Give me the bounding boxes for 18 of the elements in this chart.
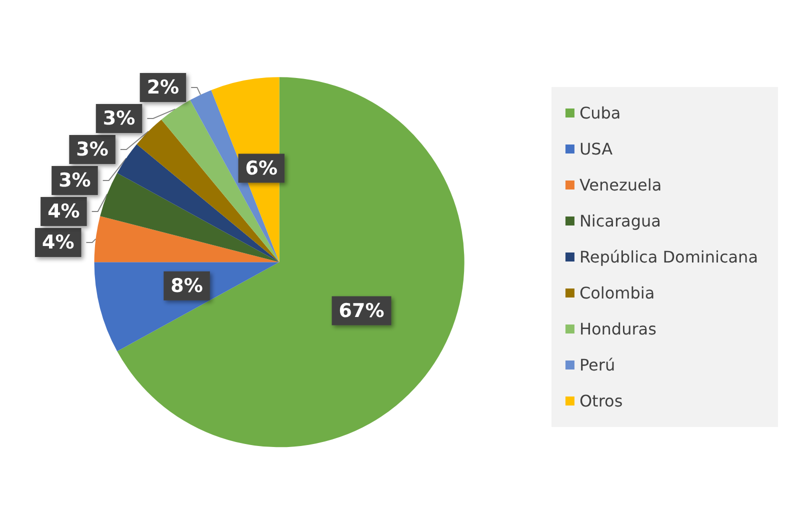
legend-label: Colombia [579, 284, 655, 302]
legend-label: Nicaragua [579, 212, 661, 230]
data-label: 67% [338, 300, 384, 322]
data-label: 2% [146, 76, 180, 98]
data-label: 3% [102, 107, 136, 130]
legend-label: Cuba [579, 104, 621, 122]
data-label: 3% [76, 138, 108, 160]
legend-label: Perú [579, 356, 616, 374]
legend-label: USA [579, 140, 613, 158]
legend-label: Venezuela [579, 176, 662, 194]
data-label: 4% [42, 231, 74, 254]
data-label: 3% [58, 169, 91, 192]
legend-label: República Dominicana [579, 248, 758, 266]
data-label: 6% [245, 157, 278, 180]
data-label: 4% [48, 200, 80, 222]
data-label: 8% [170, 274, 203, 297]
legend-label: Otros [579, 392, 623, 410]
legend-label: Honduras [579, 320, 656, 338]
